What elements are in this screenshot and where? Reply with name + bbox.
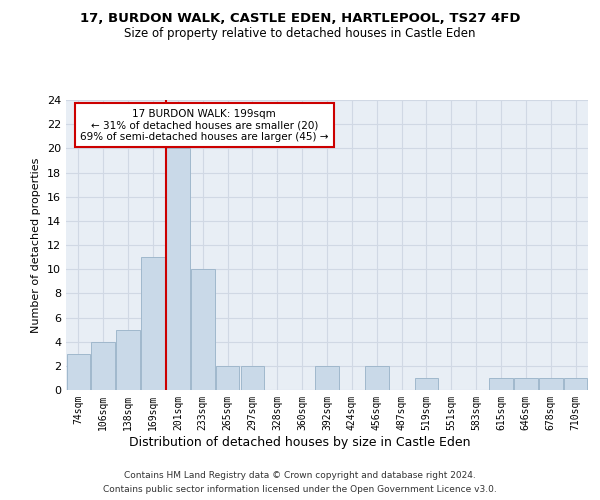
Y-axis label: Number of detached properties: Number of detached properties — [31, 158, 41, 332]
Bar — [315, 366, 339, 390]
Bar — [241, 366, 264, 390]
Text: Contains HM Land Registry data © Crown copyright and database right 2024.: Contains HM Land Registry data © Crown c… — [124, 472, 476, 480]
Bar — [365, 366, 389, 390]
Bar — [67, 354, 90, 390]
Bar — [141, 257, 165, 390]
Bar — [216, 366, 239, 390]
Bar — [539, 378, 563, 390]
Bar — [489, 378, 513, 390]
Bar — [564, 378, 587, 390]
Text: Size of property relative to detached houses in Castle Eden: Size of property relative to detached ho… — [124, 28, 476, 40]
Bar — [116, 330, 140, 390]
Bar — [166, 148, 190, 390]
Text: 17, BURDON WALK, CASTLE EDEN, HARTLEPOOL, TS27 4FD: 17, BURDON WALK, CASTLE EDEN, HARTLEPOOL… — [80, 12, 520, 26]
Bar — [91, 342, 115, 390]
Text: Contains public sector information licensed under the Open Government Licence v3: Contains public sector information licen… — [103, 484, 497, 494]
Bar — [514, 378, 538, 390]
Text: Distribution of detached houses by size in Castle Eden: Distribution of detached houses by size … — [129, 436, 471, 449]
Bar — [415, 378, 438, 390]
Text: 17 BURDON WALK: 199sqm
← 31% of detached houses are smaller (20)
69% of semi-det: 17 BURDON WALK: 199sqm ← 31% of detached… — [80, 108, 329, 142]
Bar — [191, 269, 215, 390]
